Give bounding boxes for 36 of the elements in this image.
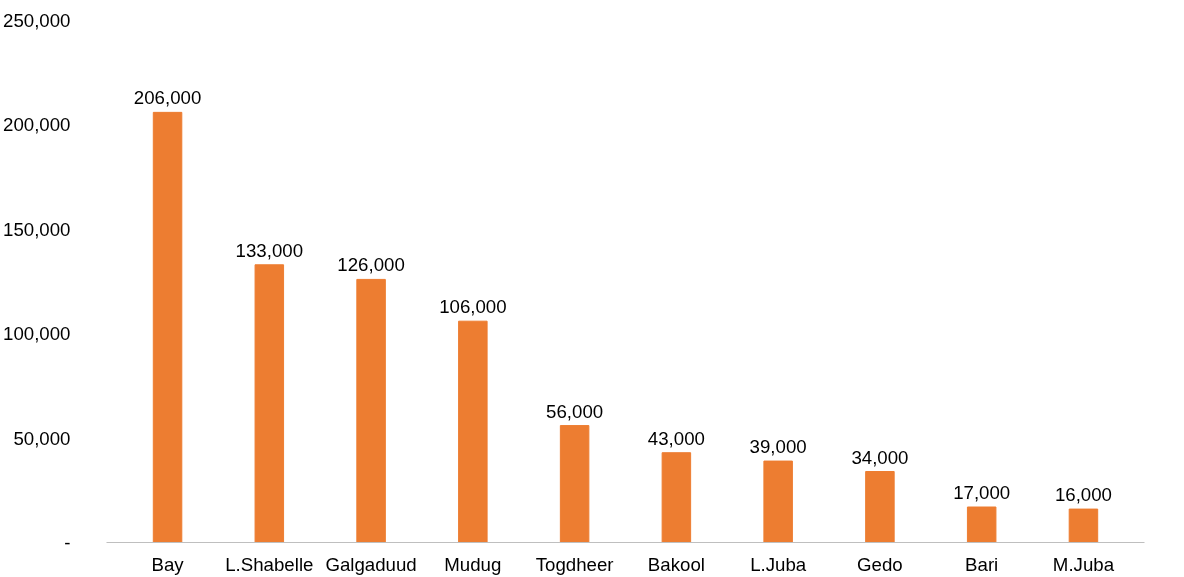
bar <box>356 278 386 543</box>
data-label: 133,000 <box>235 239 304 261</box>
data-label: 17,000 <box>953 482 1011 503</box>
x-tick-label: Togdheer <box>535 553 614 575</box>
x-tick-label: Galgaduud <box>325 553 417 575</box>
data-label: 126,000 <box>337 254 405 276</box>
x-tick-label: L.Juba <box>750 553 807 575</box>
bar <box>152 111 183 543</box>
x-tick-label: L.Shabelle <box>225 553 314 575</box>
x-tick-label: Gedo <box>857 553 903 575</box>
data-label: 206,000 <box>133 87 202 109</box>
y-tick-label: 150,000 <box>3 218 71 240</box>
data-label: 56,000 <box>546 400 604 422</box>
y-tick-label: 50,000 <box>13 427 71 449</box>
data-label: 34,000 <box>851 446 909 468</box>
y-tick-label: - <box>64 532 71 553</box>
data-label: 43,000 <box>647 427 705 449</box>
bar <box>559 425 590 543</box>
bar <box>1068 508 1099 543</box>
y-tick-label: 250,000 <box>3 10 71 31</box>
bar <box>661 452 692 543</box>
x-tick-label: Bakool <box>647 553 705 575</box>
data-label: 106,000 <box>439 296 507 318</box>
y-tick-label: 100,000 <box>3 323 71 345</box>
data-label: 16,000 <box>1054 484 1112 506</box>
x-tick-label: Bari <box>965 553 999 575</box>
bar <box>254 264 285 543</box>
bar <box>966 506 997 543</box>
bar <box>865 471 895 543</box>
data-label: 39,000 <box>749 436 807 458</box>
bar <box>458 320 488 543</box>
y-tick-label: 200,000 <box>3 114 71 136</box>
x-tick-label: Mudug <box>444 553 502 575</box>
x-tick-label: M.Juba <box>1052 553 1115 575</box>
x-tick-label: Bay <box>151 553 185 575</box>
bar <box>763 460 793 543</box>
